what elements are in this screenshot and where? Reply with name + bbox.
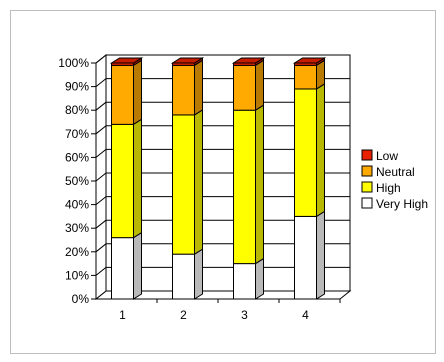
bar-top-4: [292, 57, 327, 64]
y-tick-label: 60%: [65, 150, 89, 164]
legend-label-neutral: Neutral: [376, 165, 415, 179]
bar-4-neutral: [294, 64, 317, 90]
legend-label-very-high: Very High: [376, 197, 428, 211]
y-tick-label: 90%: [65, 80, 89, 94]
bar-1-neutral: [111, 64, 134, 125]
bar-2-neutral: [172, 64, 195, 116]
x-tick-label: 2: [180, 308, 187, 322]
gridline-side: [95, 243, 107, 253]
gridline-side: [95, 219, 107, 229]
bar-4-high: [294, 88, 317, 217]
bar-side-2-very-high: [194, 248, 203, 300]
bar-3-neutral: [233, 64, 256, 111]
legend-swatch-high: [361, 181, 373, 193]
bar-2-high: [172, 114, 195, 255]
x-tick-label: 4: [302, 308, 309, 322]
legend-swatch-neutral: [361, 165, 373, 177]
bar-2-very-high: [172, 253, 195, 300]
bar-side-1-high: [133, 118, 142, 239]
gridline-side: [95, 267, 107, 276]
y-tick-label: 80%: [65, 103, 89, 117]
y-tick-label: 30%: [65, 221, 89, 235]
bar-top-2: [170, 57, 205, 64]
bar-side-2-neutral: [194, 59, 203, 116]
x-tick-label: 1: [119, 308, 126, 322]
gridline-side: [95, 101, 107, 111]
y-tick-label: 70%: [65, 127, 89, 141]
bar-side-3-very-high: [255, 257, 264, 300]
legend-label-high: High: [376, 181, 401, 195]
bar-side-2-high: [194, 109, 203, 256]
bar-side-4-high: [316, 83, 325, 218]
y-tick-label: 10%: [65, 268, 89, 282]
bar-1-high: [111, 123, 134, 239]
legend-swatch-low: [361, 149, 373, 161]
bar-top-3: [231, 57, 266, 64]
y-tick-label: 40%: [65, 198, 89, 212]
gridline-side: [95, 78, 107, 87]
bar-side-3-neutral: [255, 59, 264, 112]
legend-label-low: Low: [376, 149, 398, 163]
bar-side-1-neutral: [133, 59, 142, 126]
bar-side-1-very-high: [133, 231, 142, 300]
bar-4-very-high: [294, 215, 317, 300]
bar-side-4-very-high: [316, 210, 325, 300]
gridline-side: [95, 172, 107, 182]
gridline-side: [95, 149, 107, 158]
bar-top-1: [109, 57, 144, 64]
y-tick-label: 50%: [65, 174, 89, 188]
bar-side-3-high: [255, 104, 264, 265]
legend-swatch-very-high: [361, 197, 373, 209]
gridline-side: [95, 196, 107, 205]
bar-3-very-high: [233, 263, 256, 300]
y-tick-label: 0%: [72, 292, 90, 306]
y-tick-label: 100%: [58, 56, 89, 70]
gridline-side: [95, 125, 107, 135]
bar-1-very-high: [111, 237, 134, 300]
y-tick-label: 20%: [65, 245, 89, 259]
gridline-side: [95, 54, 107, 64]
x-tick-label: 3: [241, 308, 248, 322]
bar-3-high: [233, 109, 256, 265]
